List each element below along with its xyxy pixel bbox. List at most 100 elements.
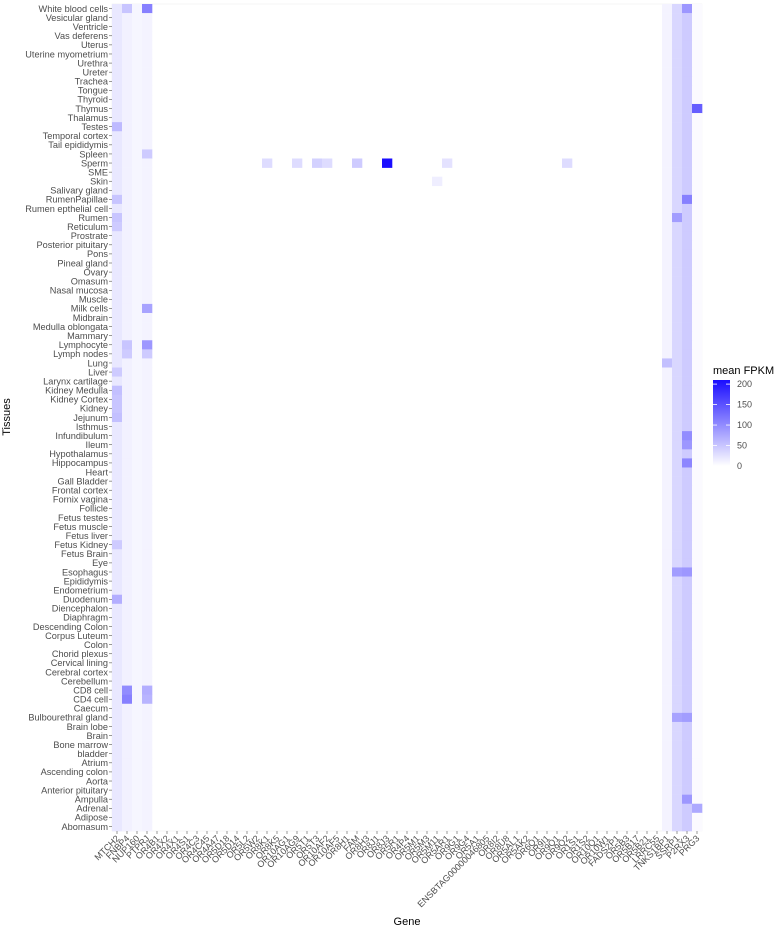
- heatmap-cell: [142, 240, 153, 250]
- heatmap-cell: [142, 258, 153, 268]
- heatmap-cell: [662, 40, 673, 50]
- heatmap-cell: [142, 158, 153, 168]
- y-tick-label: Skin: [90, 177, 108, 187]
- heatmap-cell: [142, 113, 153, 123]
- heatmap-cell: [662, 685, 673, 695]
- heatmap-cell: [692, 821, 703, 832]
- heatmap-cell: [692, 431, 703, 441]
- heatmap-cell: [142, 22, 153, 32]
- heatmap-cell: [672, 176, 683, 187]
- heatmap-cell: [112, 367, 123, 377]
- heatmap-cell: [672, 122, 683, 132]
- heatmap-cell: [112, 631, 123, 641]
- y-tick-label: Salivary gland: [50, 186, 108, 196]
- y-tick-label: Gall Bladder: [57, 476, 108, 486]
- heatmap-cell: [692, 222, 703, 232]
- y-tick-label: CD8 cell: [73, 685, 108, 695]
- heatmap-cell: [142, 403, 153, 414]
- heatmap-cell: [692, 67, 703, 78]
- heatmap-cell: [682, 13, 693, 23]
- heatmap-cell: [142, 385, 153, 396]
- heatmap-cell: [682, 785, 693, 795]
- y-tick-label: Rumen epthelial cell: [25, 204, 108, 214]
- heatmap-cell: [142, 485, 153, 496]
- heatmap-cell: [662, 621, 673, 632]
- heatmap-cell: [682, 740, 693, 750]
- heatmap-cell: [142, 776, 153, 786]
- heatmap-cell: [112, 422, 123, 432]
- heatmap-cell: [682, 167, 693, 177]
- heatmap-cell: [132, 676, 143, 686]
- heatmap-cell: [672, 40, 683, 50]
- heatmap-cell: [122, 576, 133, 586]
- heatmap-cell: [682, 376, 693, 386]
- heatmap-cell: [142, 185, 153, 196]
- heatmap-cell: [112, 685, 123, 695]
- heatmap-cell: [672, 158, 683, 168]
- heatmap-cell: [682, 349, 693, 359]
- heatmap-cell: [692, 631, 703, 641]
- heatmap-cell: [122, 276, 133, 287]
- heatmap-cell: [132, 649, 143, 659]
- heatmap-cell: [112, 403, 123, 414]
- heatmap-cell: [112, 385, 123, 396]
- heatmap-cell: [682, 676, 693, 686]
- heatmap-cell: [122, 594, 133, 605]
- heatmap-cell: [662, 158, 673, 168]
- heatmap-cell: [682, 276, 693, 287]
- heatmap-cell: [692, 213, 703, 223]
- heatmap-cell: [672, 58, 683, 68]
- heatmap-cell: [112, 340, 123, 350]
- heatmap-cell: [132, 67, 143, 78]
- y-tick-label: Epididymis: [64, 576, 109, 586]
- heatmap-cell: [122, 503, 133, 514]
- heatmap-cell: [692, 731, 703, 741]
- heatmap-cell: [672, 85, 683, 96]
- heatmap-cell: [682, 712, 693, 723]
- legend-tick-label: 200: [737, 379, 752, 389]
- heatmap-cell: [672, 585, 683, 596]
- y-tick-label: Fetus liver: [66, 531, 108, 541]
- heatmap-cell: [692, 612, 703, 623]
- heatmap-cell: [132, 594, 143, 605]
- heatmap-cell: [112, 131, 123, 141]
- heatmap-cell: [112, 294, 123, 305]
- heatmap-cell: [132, 394, 143, 405]
- heatmap-cell: [122, 213, 133, 223]
- heatmap-cell: [692, 740, 703, 750]
- y-tick-label: Adipose: [75, 813, 108, 823]
- heatmap-cell: [142, 340, 153, 350]
- legend-tick-label: 150: [737, 400, 752, 410]
- heatmap-cell: [662, 67, 673, 78]
- heatmap-cell: [142, 458, 153, 468]
- heatmap-cell: [122, 49, 133, 59]
- y-tick-label: Testes: [81, 122, 108, 132]
- heatmap-cell: [122, 240, 133, 250]
- heatmap-cell: [682, 767, 693, 777]
- heatmap-cell: [692, 440, 703, 450]
- heatmap-cell: [142, 331, 153, 341]
- heatmap-cell: [682, 485, 693, 496]
- heatmap-cell: [142, 676, 153, 686]
- heatmap-cell: [672, 103, 683, 114]
- heatmap-cell: [132, 658, 143, 668]
- heatmap-cell: [692, 94, 703, 105]
- y-tick-label: Corpus Luteum: [45, 631, 108, 641]
- heatmap-cell: [112, 140, 123, 150]
- heatmap-cell: [122, 703, 133, 714]
- heatmap-cell: [692, 103, 703, 114]
- heatmap-cell: [682, 503, 693, 514]
- heatmap-cell: [692, 794, 703, 805]
- heatmap-cell: [672, 785, 683, 795]
- heatmap-cell: [122, 122, 133, 132]
- x-axis-title: Gene: [394, 916, 421, 928]
- heatmap-cell: [122, 167, 133, 177]
- heatmap-cell: [142, 449, 153, 459]
- heatmap-cell: [142, 767, 153, 777]
- heatmap-cell: [112, 267, 123, 277]
- heatmap-cell: [692, 567, 703, 577]
- heatmap-cell: [692, 558, 703, 568]
- y-tick-label: Thalamus: [68, 113, 109, 123]
- heatmap-cell: [692, 403, 703, 414]
